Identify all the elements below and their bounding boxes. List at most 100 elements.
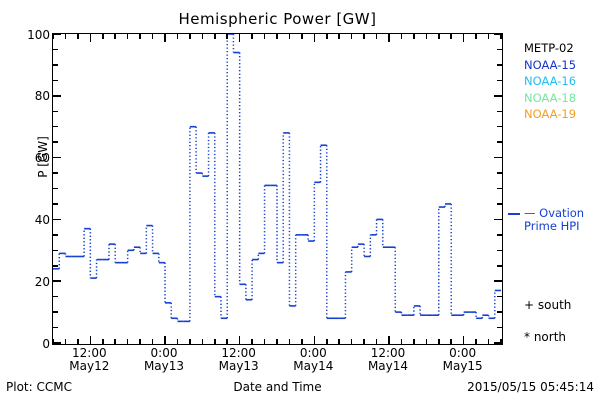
axis-tick [363, 34, 365, 39]
axis-tick [497, 203, 502, 205]
x-tick-date: May14 [367, 359, 409, 373]
axis-tick [494, 218, 502, 221]
axis-tick [497, 265, 502, 267]
axis-tick [462, 336, 465, 344]
x-tick-time: 12:00 [72, 346, 107, 360]
axis-tick [53, 295, 58, 298]
axis-tick [494, 156, 502, 159]
axis-tick [363, 339, 365, 344]
data-series-ovation [53, 34, 501, 323]
axis-tick [53, 79, 58, 82]
axis-tick [497, 187, 502, 190]
axis-tick [497, 172, 502, 174]
axis-tick [497, 141, 502, 143]
axis-tick [89, 336, 92, 344]
x-tick-label: 0:00 May15 [423, 347, 503, 373]
axis-tick [189, 339, 191, 344]
axis-tick [487, 339, 490, 344]
x-axis-tick-labels: 12:00 May12 0:00 May13 12:00 May13 0:00 May14 12… [52, 347, 503, 387]
axis-tick [102, 339, 104, 344]
axis-tick [438, 339, 440, 344]
x-tick-label: 12:00 May12 [49, 347, 129, 373]
axis-tick [494, 95, 502, 97]
x-tick-label: 0:00 May13 [124, 347, 204, 373]
axis-tick [53, 311, 58, 313]
axis-tick [53, 265, 58, 267]
x-tick-label: 0:00 May14 [273, 347, 353, 373]
legend-item-noaa-16: NOAA-16 [524, 74, 577, 88]
axis-tick [102, 34, 104, 39]
axis-tick [487, 34, 490, 39]
axis-tick [53, 48, 58, 51]
axis-tick [301, 34, 303, 39]
x-tick-date: May13 [218, 359, 259, 373]
x-tick-date: May13 [143, 359, 185, 373]
axis-tick [425, 339, 428, 344]
axis-tick [400, 34, 403, 39]
axis-tick [139, 34, 141, 39]
x-axis-title: Date and Time [233, 380, 322, 394]
axis-tick [350, 34, 353, 39]
axis-tick [151, 339, 154, 344]
axis-tick [52, 34, 54, 39]
axis-tick [53, 156, 61, 159]
axis-tick [64, 34, 67, 39]
footer-plot-source: Plot: CCMC [6, 380, 72, 394]
plot-area [52, 33, 503, 345]
axis-tick [53, 326, 58, 329]
axis-tick [139, 339, 141, 344]
legend-marker-north: * north [524, 330, 566, 344]
axis-tick [53, 203, 58, 205]
axis-tick [425, 34, 428, 39]
axis-tick [413, 339, 415, 344]
axis-tick [494, 33, 502, 35]
ovation-legend-dash-1 [508, 213, 520, 215]
x-tick-date: May14 [293, 359, 334, 373]
axis-tick [251, 34, 253, 39]
axis-tick [53, 234, 58, 236]
axis-tick [214, 34, 216, 39]
axis-tick [276, 339, 278, 344]
legend-marker-south: + south [524, 298, 571, 312]
axis-tick [497, 234, 502, 236]
axis-tick [114, 339, 116, 344]
axis-tick [52, 339, 54, 344]
axis-tick [388, 336, 390, 344]
chart-title: Hemispheric Power [GW] [178, 10, 377, 28]
axis-tick [375, 34, 378, 39]
axis-tick [53, 64, 58, 66]
axis-tick [497, 79, 502, 82]
legend-satellites: METP-02 NOAA-15 NOAA-16 NOAA-18 NOAA-19 [524, 40, 576, 123]
axis-tick [497, 64, 502, 66]
axis-tick [288, 34, 291, 39]
legend-item-noaa-18: NOAA-18 [524, 90, 577, 105]
legend-item-metp-02: METP-02 [524, 41, 574, 55]
axis-tick [53, 33, 61, 35]
x-tick-date: May12 [69, 359, 110, 373]
axis-tick [251, 339, 253, 344]
y-tick-label: 100 [27, 27, 50, 42]
south-marker-text: + south [524, 298, 572, 312]
axis-tick [450, 339, 452, 344]
axis-tick [238, 336, 241, 344]
north-marker-text: * north [524, 330, 567, 344]
axis-tick [497, 326, 502, 329]
axis-tick [226, 339, 228, 344]
axis-tick [53, 172, 58, 174]
axis-tick [77, 339, 79, 344]
ovation-legend-line1: — Ovation [524, 206, 585, 220]
axis-tick [475, 339, 477, 344]
axis-tick [497, 110, 502, 112]
axis-tick [326, 34, 328, 39]
axis-tick [53, 110, 58, 112]
axis-tick [114, 34, 116, 39]
axis-tick [189, 34, 191, 39]
y-tick-label: 20 [34, 274, 50, 289]
axis-tick [313, 34, 316, 42]
axis-tick [338, 339, 340, 344]
x-tick-time: 0:00 [449, 346, 477, 360]
axis-tick [263, 339, 266, 344]
axis-tick [388, 34, 390, 42]
axis-tick [350, 339, 353, 344]
axis-tick [450, 34, 452, 39]
